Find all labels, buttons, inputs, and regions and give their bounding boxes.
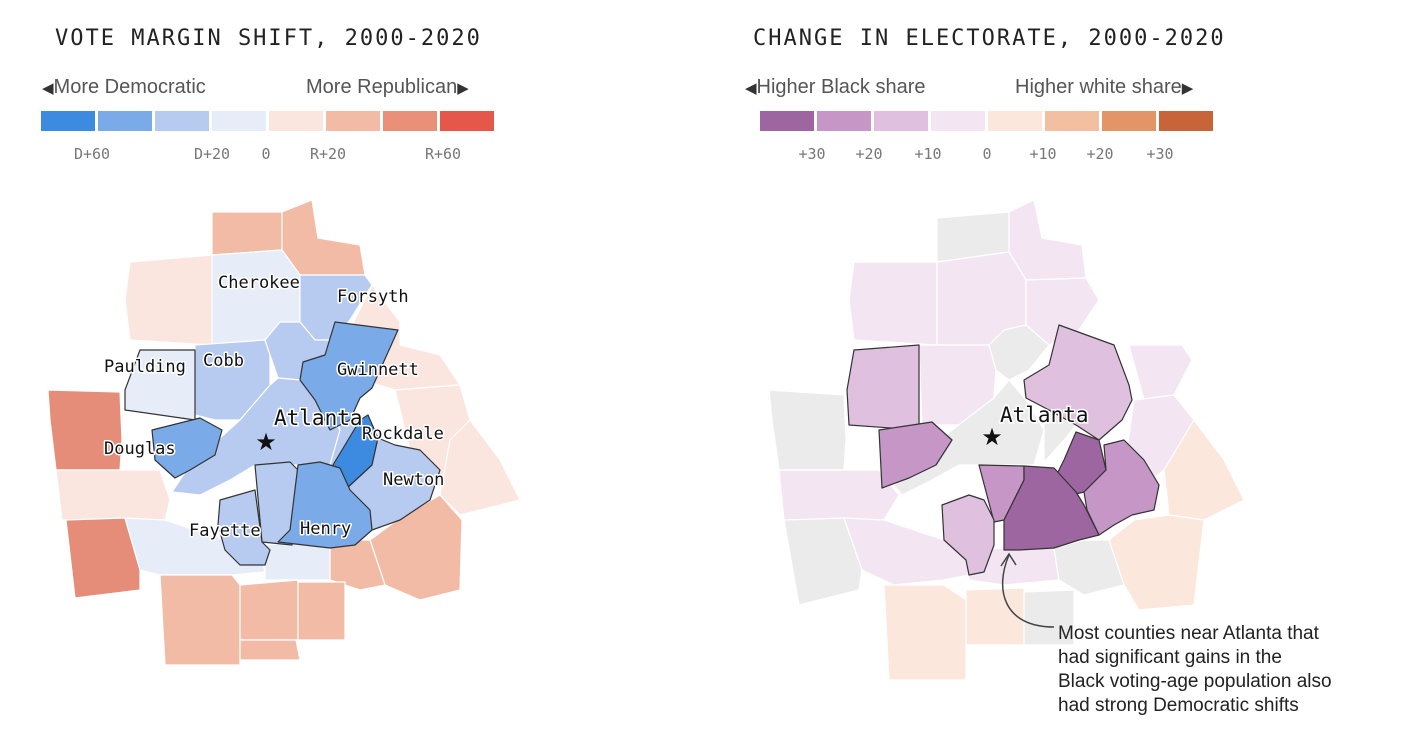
right-triangle-icon: ▶ (1181, 80, 1194, 97)
county-fayette (941, 494, 995, 576)
county-polk (768, 389, 847, 471)
label-cherokee: Cherokee (218, 273, 300, 293)
vote-margin-legend (41, 111, 497, 131)
legend-swatch (440, 111, 494, 131)
higher-white-share-label: Higher white share▶ (1015, 76, 1194, 98)
county-butts (1108, 514, 1205, 611)
county-newton (344, 437, 441, 531)
annotation-text: Most counties near Atlanta that had sign… (1058, 622, 1403, 718)
higher-black-share-label: ◀Higher Black share (745, 76, 926, 98)
county-carroll (55, 469, 171, 521)
legend-swatch (1102, 111, 1156, 131)
more-democratic-label: ◀More Democratic (42, 76, 206, 98)
county-pike (965, 587, 1025, 646)
legend-tick: +10 (1029, 145, 1057, 163)
electorate-change-map: ★ Atlanta (768, 199, 1245, 681)
legend-swatch (988, 111, 1042, 131)
county-fayette (217, 489, 271, 566)
county-henry (1003, 465, 1100, 551)
county-henry (277, 461, 373, 549)
legend-swatch (155, 111, 209, 131)
county-upson (239, 639, 301, 661)
electorate-change-panel: CHANGE IN ELECTORATE, 2000-2020 ◀Higher … (704, 0, 1408, 742)
county-heard (783, 517, 863, 606)
legend-tick: +30 (798, 145, 826, 163)
legend-tick: +10 (914, 145, 942, 163)
label-douglas: Douglas (104, 439, 176, 459)
label-newton: Newton (383, 470, 444, 490)
atlanta-star-icon: ★ (981, 424, 1003, 451)
vote-margin-title: VOTE MARGIN SHIFT, 2000-2020 (55, 26, 482, 51)
county-bartow (124, 254, 213, 346)
label-rockdale: Rockdale (362, 424, 444, 444)
county-spalding (1053, 539, 1125, 596)
county-meriwether (159, 574, 241, 666)
legend-swatch (212, 111, 266, 131)
legend-tick: R+20 (309, 145, 347, 163)
label-forsyth: Forsyth (337, 287, 409, 307)
legend-tick: +20 (855, 145, 883, 163)
label-cobb: Cobb (203, 351, 244, 371)
county-bartow (848, 261, 938, 346)
arrow-head-icon (1000, 552, 1017, 567)
left-triangle-icon: ◀ (42, 80, 54, 97)
annotation-line: Black voting-age population also (1058, 671, 1332, 692)
left-triangle-icon: ◀ (745, 80, 757, 97)
annotation-line: Most counties near Atlanta that (1058, 623, 1319, 644)
atlanta-label: Atlanta (1000, 403, 1089, 427)
legend-tick: +20 (1086, 145, 1114, 163)
annotation-arrow (1001, 554, 1055, 628)
vote-margin-map: ★ Atlanta Cherokee Forsyth Paulding Cobb… (47, 199, 521, 666)
legend-swatch (41, 111, 95, 131)
vote-margin-panel: VOTE MARGIN SHIFT, 2000-2020 ◀More Democ… (41, 26, 521, 666)
county-dawson (1008, 199, 1087, 281)
more-republican-label: More Republican▶ (306, 76, 469, 98)
county-meriwether (883, 584, 967, 681)
label-gwinnett: Gwinnett (337, 360, 419, 380)
county-newton (1083, 439, 1160, 536)
atlanta-star-icon: ★ (255, 429, 277, 456)
legend-tick: 0 (261, 145, 271, 163)
county-paulding (124, 349, 196, 421)
annotation-line: had significant gains in the (1058, 647, 1282, 668)
county-douglas (878, 421, 953, 489)
county-lamar (1023, 589, 1075, 646)
label-henry: Henry (300, 519, 351, 539)
county-fulton-north (988, 324, 1050, 381)
county-hall (1128, 344, 1193, 401)
annotation-line: had strong Democratic shifts (1058, 695, 1299, 716)
county-pike (239, 579, 299, 641)
county-dawson (281, 199, 366, 276)
legend-swatch (1159, 111, 1213, 131)
legend-tick: D+20 (193, 145, 231, 163)
legend-swatch (383, 111, 437, 131)
legend-swatch (760, 111, 814, 131)
county-paulding (846, 344, 920, 431)
county-gwinnett (299, 321, 399, 431)
county-douglas (151, 417, 223, 479)
right-triangle-icon: ▶ (457, 80, 469, 97)
county-heard (65, 517, 141, 599)
label-paulding: Paulding (104, 357, 186, 377)
legend-tick: 0 (982, 145, 992, 163)
legend-swatch (1045, 111, 1099, 131)
county-lamar (297, 581, 346, 641)
label-fayette: Fayette (189, 521, 261, 541)
legend-tick: D+60 (73, 145, 111, 163)
legend-swatch (931, 111, 985, 131)
legend-tick: +30 (1146, 145, 1174, 163)
legend-swatch (326, 111, 380, 131)
legend-swatch (874, 111, 928, 131)
legend-tick: R+60 (424, 145, 462, 163)
legend-swatch (817, 111, 871, 131)
legend-swatch (98, 111, 152, 131)
county-gwinnett (1023, 324, 1133, 441)
atlanta-label: Atlanta (274, 406, 363, 430)
electorate-change-title: CHANGE IN ELECTORATE, 2000-2020 (753, 26, 1226, 51)
legend-swatch (269, 111, 323, 131)
county-north-red (211, 211, 283, 256)
electorate-change-legend (760, 111, 1216, 131)
